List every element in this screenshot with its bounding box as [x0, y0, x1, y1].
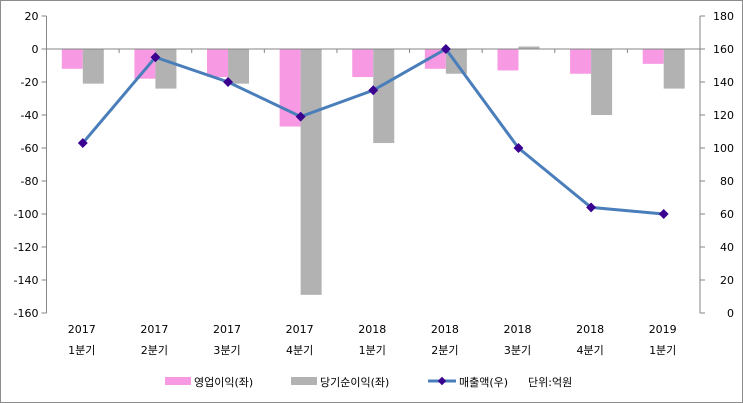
- bar-operating-profit: [61, 49, 83, 69]
- left-tick-label: -140: [14, 274, 39, 287]
- bar-operating-profit: [207, 49, 229, 78]
- category-quarter-label: 4분기: [576, 344, 603, 357]
- left-tick-label: -20: [21, 76, 39, 89]
- category-quarter-label: 1분기: [68, 344, 95, 357]
- bar-operating-profit: [497, 49, 519, 71]
- bar-net-income: [155, 49, 177, 89]
- category-quarter-label: 1분기: [649, 344, 676, 357]
- category-year-label: 2019: [649, 323, 677, 336]
- category-year-label: 2018: [503, 323, 531, 336]
- bar-net-income: [82, 49, 104, 84]
- category-year-label: 2017: [68, 323, 96, 336]
- right-tick-label: 140: [713, 76, 734, 89]
- bar-operating-profit: [134, 49, 156, 79]
- right-tick-label: 180: [713, 10, 734, 23]
- right-tick-label: 80: [720, 175, 734, 188]
- left-tick-label: -100: [14, 208, 39, 221]
- category-quarter-label: 2분기: [141, 344, 168, 357]
- legend-label-operating-profit: 영업이익(좌): [194, 376, 253, 389]
- legend-label-revenue: 매출액(우): [459, 376, 508, 389]
- bar-operating-profit: [352, 49, 374, 78]
- bar-operating-profit: [279, 49, 301, 127]
- category-quarter-label: 3분기: [213, 344, 240, 357]
- bar-operating-profit: [642, 49, 664, 64]
- right-tick-label: 100: [713, 142, 734, 155]
- category-quarter-label: 3분기: [504, 344, 531, 357]
- bar-operating-profit: [570, 49, 592, 74]
- right-tick-label: 40: [720, 241, 734, 254]
- left-tick-label: -120: [14, 241, 39, 254]
- legend-swatch-net-income: [291, 377, 317, 385]
- revenue-marker: [77, 138, 88, 148]
- bar-operating-profit: [424, 49, 446, 69]
- category-year-label: 2017: [140, 323, 168, 336]
- right-tick-label: 120: [713, 109, 734, 122]
- unit-note: 단위:억원: [528, 376, 572, 389]
- left-tick-label: -40: [21, 109, 39, 122]
- legend-swatch-revenue-marker: [437, 376, 447, 386]
- category-year-label: 2018: [358, 323, 386, 336]
- category-quarter-label: 2분기: [431, 344, 458, 357]
- left-tick-label: -160: [14, 307, 39, 320]
- bar-net-income: [518, 46, 540, 49]
- left-tick-label: 20: [25, 10, 39, 23]
- legend-swatch-operating-profit: [165, 377, 191, 385]
- bar-net-income: [300, 49, 322, 295]
- revenue-marker: [150, 52, 161, 63]
- category-year-label: 2018: [576, 323, 604, 336]
- bar-net-income: [663, 49, 685, 89]
- revenue-marker: [658, 209, 669, 219]
- right-tick-label: 20: [720, 274, 734, 287]
- bar-net-income: [228, 49, 250, 84]
- bar-net-income: [591, 49, 613, 115]
- bars-layer: [61, 46, 685, 295]
- revenue-marker: [586, 202, 597, 213]
- right-tick-label: 160: [713, 43, 734, 56]
- right-tick-label: 60: [720, 208, 734, 221]
- legend: 영업이익(좌) 당기순이익(좌) 매출액(우) 단위:억원: [165, 376, 572, 389]
- left-tick-label: -60: [21, 142, 39, 155]
- category-quarter-label: 1분기: [359, 344, 386, 357]
- left-tick-label: 0: [32, 43, 39, 56]
- right-tick-label: 0: [727, 307, 734, 320]
- revenue-marker: [223, 77, 233, 87]
- category-year-label: 2017: [213, 323, 241, 336]
- bar-net-income: [373, 49, 395, 144]
- axes-layer: [41, 15, 705, 314]
- revenue-marker: [513, 143, 524, 153]
- category-year-label: 2018: [431, 323, 459, 336]
- legend-label-net-income: 당기순이익(좌): [320, 376, 389, 389]
- labels-layer: 20 0 -20 -40 -60 -80 -100 -120 -140 -160 180 160 140…: [14, 10, 734, 357]
- category-quarter-label: 4분기: [286, 344, 313, 357]
- category-year-label: 2017: [286, 323, 314, 336]
- left-tick-label: -80: [21, 175, 39, 188]
